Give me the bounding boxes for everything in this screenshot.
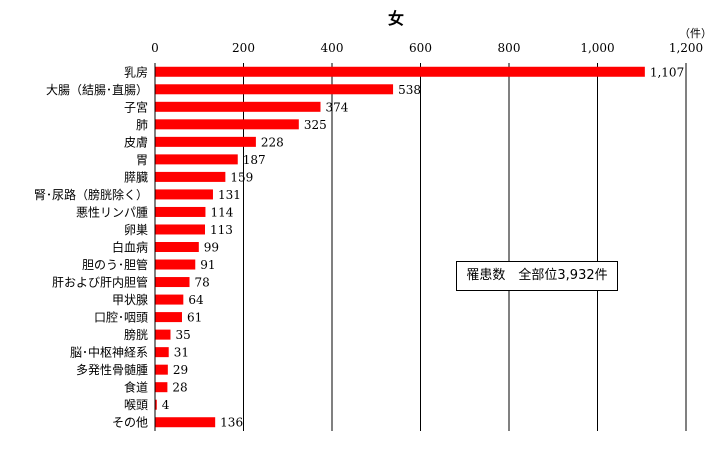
category-label: 悪性リンパ腫 xyxy=(76,205,148,219)
bar xyxy=(155,382,168,393)
category-label: 白血病 xyxy=(112,240,148,255)
value-label: 374 xyxy=(325,100,348,114)
x-tick-label: 800 xyxy=(498,41,521,55)
bar xyxy=(155,224,206,235)
value-label: 31 xyxy=(174,346,189,360)
value-label: 1,107 xyxy=(650,65,684,79)
category-label: 膵臓 xyxy=(124,170,148,184)
value-label: 61 xyxy=(187,311,202,325)
value-label: 29 xyxy=(173,363,188,377)
category-label: 甲状腺 xyxy=(112,293,148,307)
category-label: 乳房 xyxy=(124,64,148,79)
bar xyxy=(155,364,168,375)
bar xyxy=(155,84,394,95)
bar xyxy=(155,259,196,270)
category-label: 子宮 xyxy=(124,99,148,114)
value-label: 28 xyxy=(172,381,187,395)
bar xyxy=(155,312,182,323)
bar xyxy=(155,189,213,200)
bar xyxy=(155,329,171,340)
bars xyxy=(155,66,645,428)
value-label: 99 xyxy=(204,241,219,255)
bar xyxy=(155,136,256,147)
unit-label: （件） xyxy=(679,27,712,40)
category-label: 大腸（結腸･直腸） xyxy=(46,83,148,97)
value-label: 136 xyxy=(220,416,243,430)
category-label: 口腔･咽頭 xyxy=(94,310,148,325)
value-label: 35 xyxy=(175,328,190,342)
category-label: 卵巣 xyxy=(124,223,148,237)
category-label: 食道 xyxy=(124,380,148,395)
bar xyxy=(155,119,299,130)
x-tick-label: 0 xyxy=(151,41,159,55)
x-tick-label: 1,000 xyxy=(580,41,614,55)
value-label: 538 xyxy=(398,83,421,97)
value-label: 114 xyxy=(210,205,233,219)
value-label: 64 xyxy=(188,293,204,307)
value-label: 131 xyxy=(218,188,241,202)
total-annotation: 罹患数 全部位3,932件 xyxy=(456,261,618,291)
chart-title: 女 xyxy=(388,9,404,28)
value-label: 187 xyxy=(243,153,266,167)
value-label: 4 xyxy=(162,398,170,412)
value-label: 113 xyxy=(210,223,233,237)
bar xyxy=(155,242,199,252)
value-labels: 1,107 538 374 325 228 187 159 131 114 113 99 91 78 64… xyxy=(162,65,684,429)
category-label: 肺 xyxy=(136,118,148,132)
value-label: 325 xyxy=(304,118,327,132)
gridlines xyxy=(243,63,687,431)
bar xyxy=(155,277,190,288)
category-label: その他 xyxy=(112,416,148,430)
category-label: 膀胱 xyxy=(124,327,148,342)
category-label: 多発性骨髄腫 xyxy=(76,362,148,377)
category-label: 胃 xyxy=(136,153,148,167)
bar xyxy=(155,417,216,428)
value-label: 78 xyxy=(195,276,210,290)
bar xyxy=(155,154,238,165)
x-tick-label: 200 xyxy=(232,41,255,55)
category-label: 肝および肝内胆管 xyxy=(52,275,148,290)
x-tick-label: 400 xyxy=(321,41,344,55)
category-label: 喉頭 xyxy=(124,398,148,412)
bar xyxy=(155,206,206,217)
x-axis-ticks: 0 200 400 600 800 1,000 1,200 xyxy=(151,41,703,55)
category-label: 皮膚 xyxy=(124,134,148,149)
category-label: 胆のう･胆管 xyxy=(82,257,148,272)
category-label: 腎･尿路（膀胱除く） xyxy=(34,187,148,202)
bar xyxy=(155,101,321,112)
bar xyxy=(155,66,645,77)
bar xyxy=(155,399,157,410)
value-label: 159 xyxy=(230,170,253,184)
bar xyxy=(155,171,226,182)
x-tick-label: 600 xyxy=(409,41,432,55)
bar xyxy=(155,347,169,358)
category-label: 脳･中枢神経系 xyxy=(70,345,148,360)
value-label: 91 xyxy=(200,258,215,272)
x-tick-label: 1,200 xyxy=(669,41,703,55)
value-label: 228 xyxy=(261,135,284,149)
bar xyxy=(155,294,184,305)
